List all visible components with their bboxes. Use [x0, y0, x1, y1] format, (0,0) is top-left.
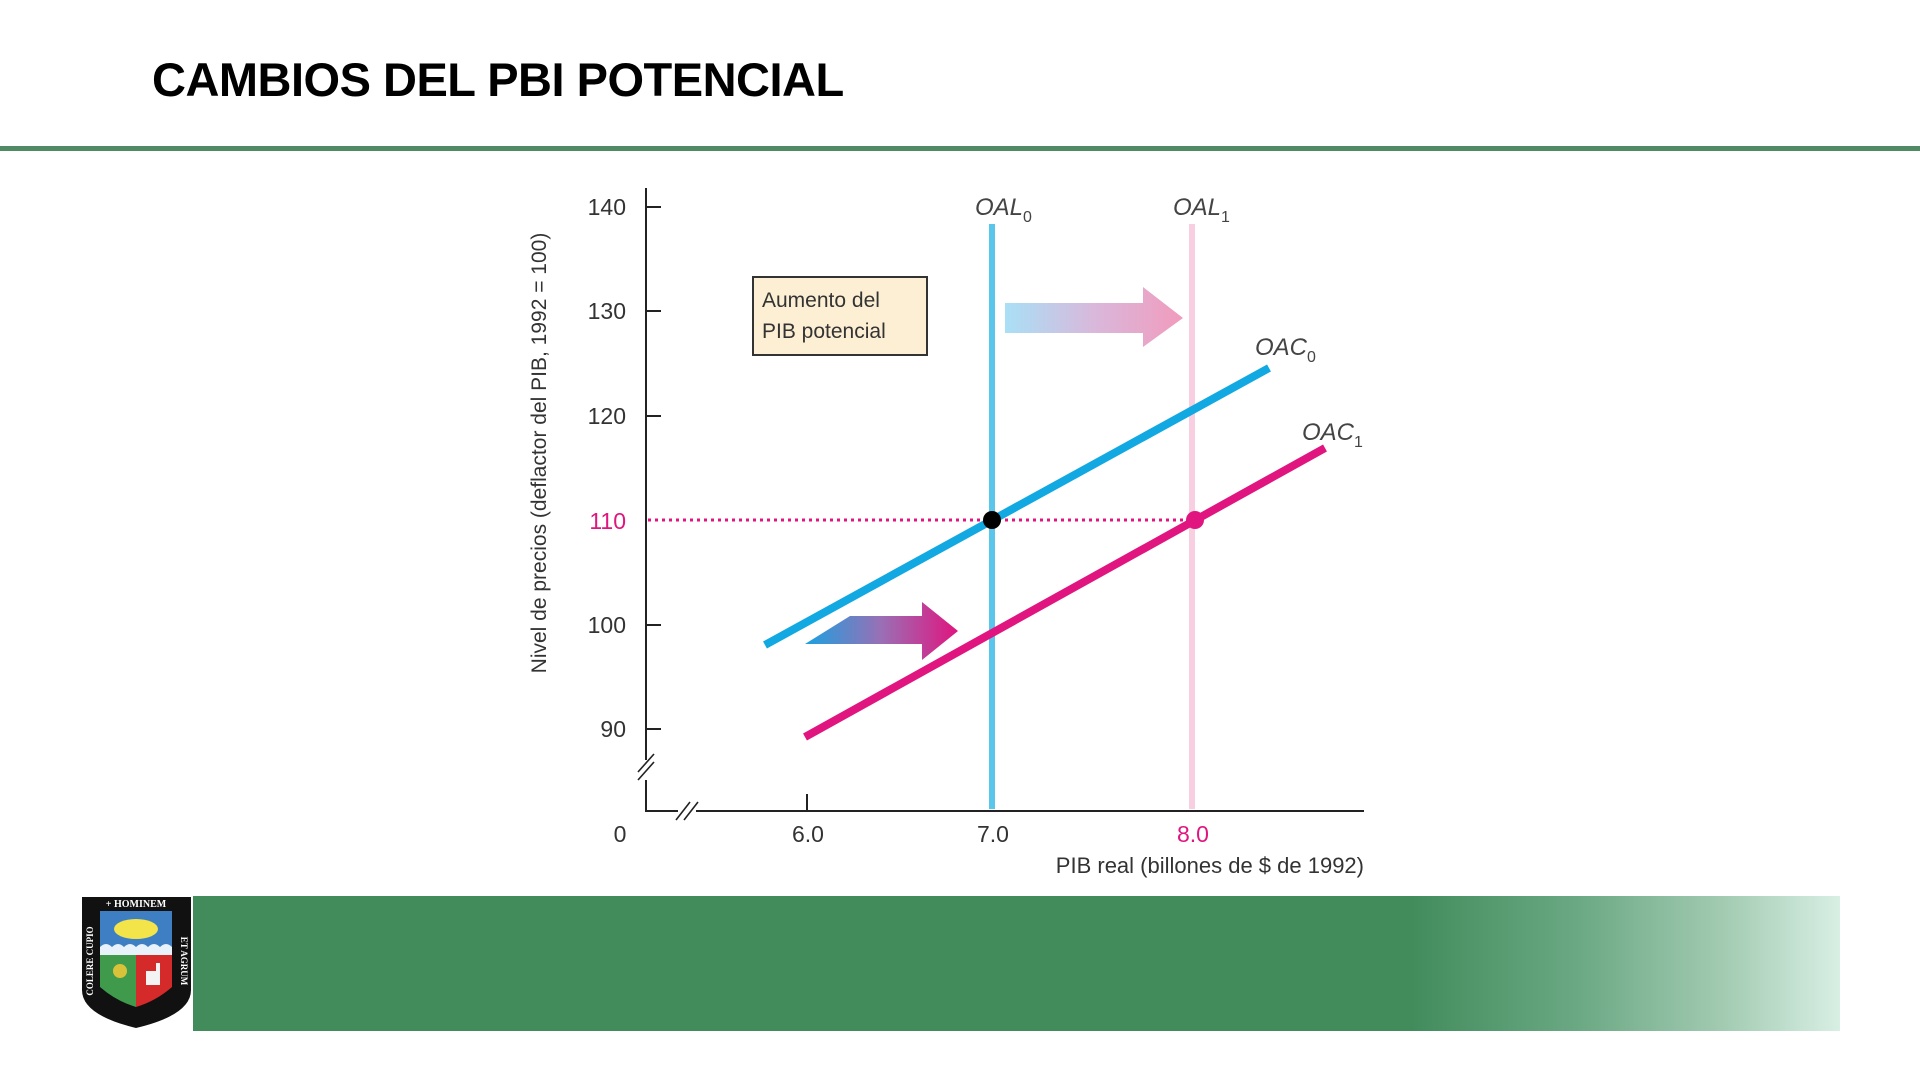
y-tick-140: 140: [588, 194, 626, 220]
equilibrium-point-0: [983, 511, 1001, 529]
y-tick-100: 100: [588, 612, 626, 638]
y-axis-break-1: [637, 753, 655, 773]
x-axis-break-2: [683, 801, 699, 821]
lower-shift-arrow: [805, 602, 958, 660]
y-tick-120: 120: [588, 403, 626, 429]
y-axis-label: Nivel de precios (deflactor del PIB, 199…: [528, 233, 551, 674]
crest-left-text: COLERE CUPIO: [85, 926, 95, 995]
y-axis-break-2: [637, 761, 655, 781]
x-tick-7.0: 7.0: [977, 821, 1009, 847]
oac0-label: OAC0: [1255, 334, 1316, 366]
x-tick-labels: 0 6.0 7.0 8.0: [614, 821, 1209, 847]
oal1-label: OAL1: [1173, 194, 1230, 226]
x-tick-8.0: 8.0: [1177, 821, 1209, 847]
y-ticks: [646, 206, 661, 730]
slide-title: CAMBIOS DEL PBI POTENCIAL: [152, 53, 844, 106]
oac0-line: [763, 364, 1271, 649]
oac1-line: [803, 444, 1327, 741]
oac1-label: OAC1: [1302, 419, 1363, 451]
annotation-line-1: Aumento del: [762, 289, 880, 312]
y-tick-130: 130: [588, 298, 626, 324]
crest-top-text: + HOMINEM: [106, 899, 167, 910]
oal0-label: OAL0: [975, 194, 1032, 226]
annotation-line-2: PIB potencial: [762, 320, 886, 343]
x-axis-break-1: [675, 801, 691, 821]
title-divider: [0, 146, 1920, 151]
university-crest-logo: + HOMINEM COLERE CUPIO ET AGRUM: [82, 897, 191, 1028]
x-axis-label: PIB real (billones de $ de 1992): [1056, 853, 1364, 878]
upper-shift-arrow: [1005, 287, 1183, 347]
x-tick-0: 0: [614, 821, 627, 847]
annotation-box: [752, 276, 928, 356]
equilibrium-point-1: [1186, 511, 1204, 529]
y-tick-labels: 140 130 120 110 100 90: [588, 194, 626, 742]
x-tick-6.0: 6.0: [792, 821, 824, 847]
footer-bar: [193, 896, 1840, 1031]
y-tick-90: 90: [600, 716, 626, 742]
crest-right-text: ET AGRUM: [179, 937, 189, 986]
y-tick-110: 110: [589, 508, 626, 534]
